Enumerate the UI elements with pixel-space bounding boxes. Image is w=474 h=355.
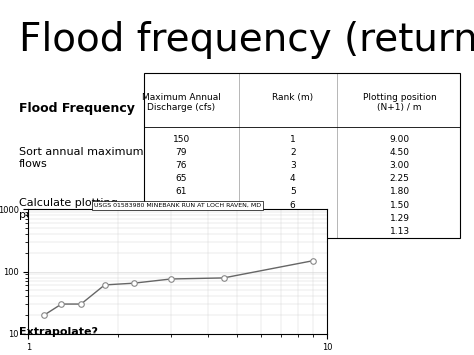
Text: Extrapolate?: Extrapolate? — [19, 327, 98, 337]
Text: 4.50: 4.50 — [390, 148, 410, 157]
Text: 30: 30 — [175, 201, 187, 209]
Text: Find: Find — [405, 256, 430, 266]
Text: Plotting position
(N+1) / m: Plotting position (N+1) / m — [363, 93, 437, 113]
Text: Flood Frequency: Flood Frequency — [18, 102, 135, 115]
Text: 20: 20 — [175, 227, 187, 236]
Text: Sort annual maximum
flows: Sort annual maximum flows — [18, 147, 143, 169]
Text: year: year — [358, 325, 382, 335]
Text: 9.00: 9.00 — [390, 135, 410, 144]
Text: on: on — [358, 303, 374, 313]
Text: 2: 2 — [290, 148, 296, 157]
Text: annual max: annual max — [358, 281, 420, 291]
Text: 4: 4 — [290, 174, 296, 183]
Text: Flood frequency (return period): Flood frequency (return period) — [19, 21, 474, 59]
Text: 61: 61 — [175, 187, 187, 196]
Text: 1.29: 1.29 — [390, 214, 410, 223]
Text: 1.80: 1.80 — [390, 187, 410, 196]
Text: Note:: Note: — [358, 256, 391, 266]
Text: Calculate plotting
position: Calculate plotting position — [18, 198, 118, 220]
Title: USGS 01583980 MINEBANK RUN AT LOCH RAVEN, MD: USGS 01583980 MINEBANK RUN AT LOCH RAVEN… — [94, 203, 261, 208]
Text: 3.00: 3.00 — [390, 161, 410, 170]
FancyBboxPatch shape — [144, 73, 460, 238]
Text: 65: 65 — [175, 174, 187, 183]
Text: 6: 6 — [290, 201, 296, 209]
Text: Rank (m): Rank (m) — [272, 93, 313, 102]
Text: 8: 8 — [290, 227, 296, 236]
Text: basis: basis — [398, 325, 428, 335]
Text: 3: 3 — [290, 161, 296, 170]
Text: water: water — [379, 303, 409, 313]
Text: 1.13: 1.13 — [390, 227, 410, 236]
Text: Maximum Annual
Discharge (cfs): Maximum Annual Discharge (cfs) — [142, 93, 221, 113]
Text: 30: 30 — [175, 214, 187, 223]
Text: 76: 76 — [175, 161, 187, 170]
Text: 5: 5 — [290, 187, 296, 196]
Text: 1: 1 — [290, 135, 296, 144]
Text: 7: 7 — [290, 214, 296, 223]
Text: 150: 150 — [173, 135, 190, 144]
Text: 2.25: 2.25 — [390, 174, 410, 183]
Text: 1.50: 1.50 — [390, 201, 410, 209]
Text: 79: 79 — [175, 148, 187, 157]
